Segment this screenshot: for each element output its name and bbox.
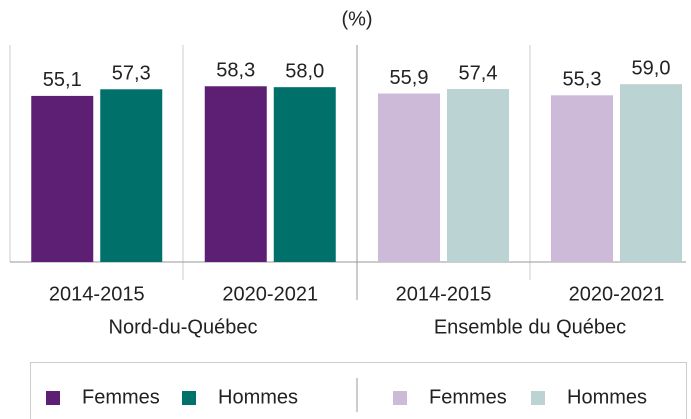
legend-box (30, 362, 687, 419)
legend-swatch (46, 391, 60, 405)
bar (204, 86, 267, 262)
legend-swatch (182, 391, 196, 405)
value-label: 57,4 (459, 62, 498, 84)
legend-label: Femmes (429, 386, 507, 408)
bar (31, 95, 94, 262)
bar (447, 88, 509, 262)
value-label: 55,3 (563, 69, 602, 91)
x-tick-label: 2014-2015 (49, 283, 145, 305)
x-tick-label: 2014-2015 (396, 283, 492, 305)
x-tick-label: 2020-2021 (569, 283, 665, 305)
value-label: 59,0 (632, 57, 671, 79)
legend-swatch (531, 391, 545, 405)
legend-label: Hommes (218, 386, 298, 408)
value-label: 55,1 (43, 69, 82, 91)
value-label: 57,3 (112, 63, 151, 85)
legend-label: Hommes (567, 386, 647, 408)
value-label: 58,0 (285, 60, 324, 82)
legend-label: Femmes (82, 386, 160, 408)
bar (273, 87, 336, 263)
value-label: 58,3 (216, 60, 255, 82)
value-label: 55,9 (390, 67, 429, 89)
legend-swatch (393, 391, 407, 405)
bar (378, 93, 440, 262)
region-label: Nord-du-Québec (109, 316, 258, 338)
bar (100, 89, 163, 262)
region-label: Ensemble du Québec (434, 316, 626, 338)
x-tick-label: 2020-2021 (222, 283, 318, 305)
bar (551, 95, 613, 262)
unit-label: (%) (341, 8, 372, 30)
bar (620, 84, 682, 263)
